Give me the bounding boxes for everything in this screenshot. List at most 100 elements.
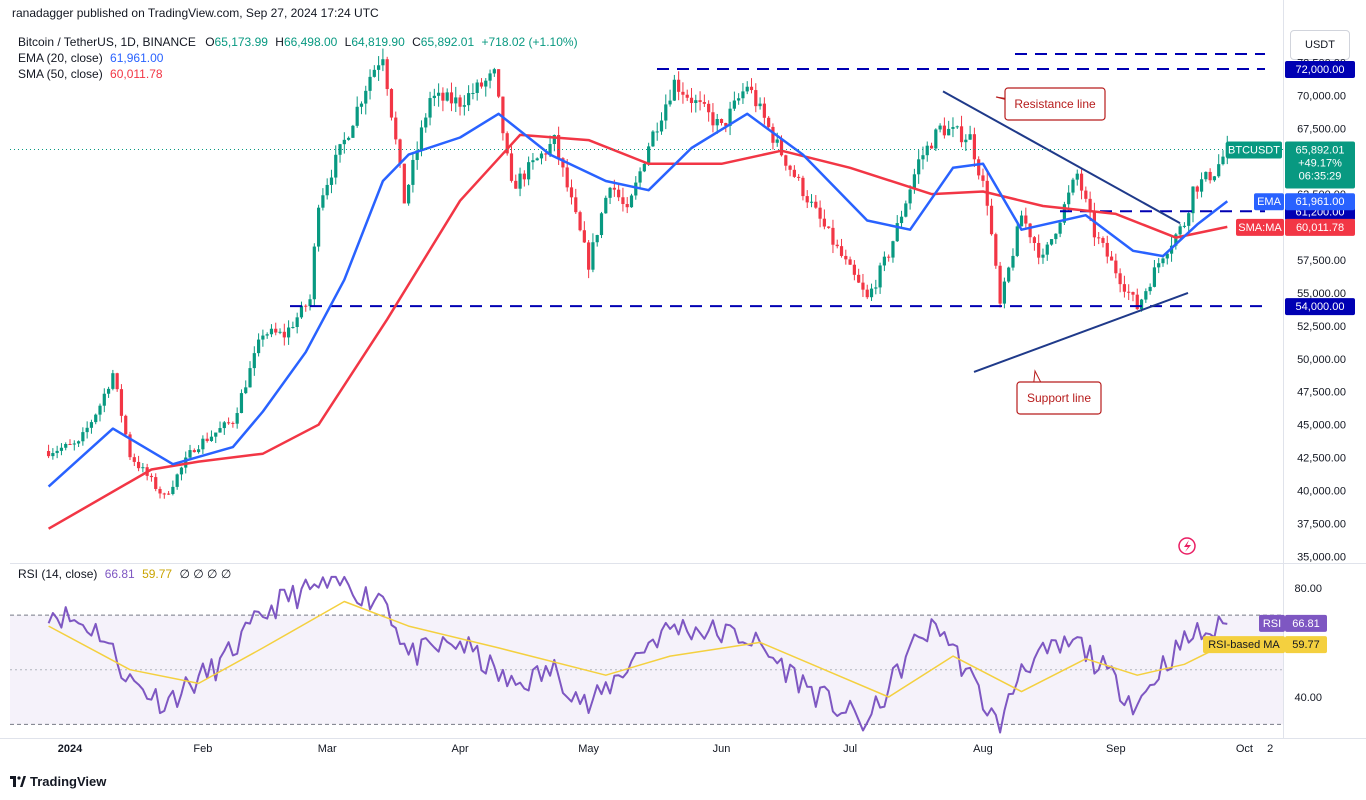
candle [428,91,432,126]
candle-body [788,165,792,170]
candle [59,443,64,456]
candle-body [569,187,574,198]
candle [1212,175,1217,182]
candle [955,125,959,129]
candle [638,167,642,188]
candle-body [111,373,115,389]
candle-body [479,82,484,87]
candle [304,304,308,312]
candle-body [1174,234,1178,246]
tradingview-logo[interactable]: TradingView [10,774,106,789]
ema-badge-text: 61,961.00 [1296,196,1345,208]
candle [179,466,184,481]
candle-body [981,175,985,181]
candle-body [608,187,612,198]
candle-body [539,153,544,159]
resistance-trendline[interactable] [942,90,1181,224]
currency-button[interactable]: USDT [1290,30,1350,60]
candle-body [895,223,899,242]
candle-body [861,282,865,290]
time-tick-label: 2 [1267,743,1273,755]
candle-body [629,195,634,208]
candle [1092,202,1097,246]
candle [788,164,792,177]
candle [904,200,908,218]
candle-body [1182,225,1187,227]
candle [844,249,848,265]
candle-body [1071,179,1075,193]
candle-body [304,305,308,307]
candle-body [647,146,651,164]
candle-body [171,486,175,494]
candle-body [1067,192,1071,205]
candle-body [1199,179,1204,192]
symbol-legend: Bitcoin / TetherUS, 1D, BINANCE O65,173.… [18,35,578,49]
candle-body [1019,215,1024,227]
candle-body [694,100,698,104]
price-tick-label: 42,500.00 [1297,453,1346,465]
bolt-icon[interactable] [1178,537,1196,555]
candle [252,346,256,376]
candle-body [467,93,471,106]
level-badge-54000-text: 54,000.00 [1296,301,1345,313]
candle [1204,171,1208,182]
candle-body [484,80,488,87]
level-badge-72000-text: 72,000.00 [1296,64,1345,76]
candle [1054,233,1058,244]
support-callout[interactable]: Support line [1016,369,1102,415]
candle [664,94,668,130]
candle [771,123,775,150]
candle [959,115,964,148]
candle-body [994,234,998,266]
candle-body [878,265,882,288]
candle-body [389,89,394,118]
price-tick-label: 45,000.00 [1297,420,1346,432]
candle [741,83,745,104]
rsi-extra: ∅ ∅ ∅ ∅ [179,567,232,581]
candle-body [269,328,274,335]
candle-body [239,393,244,414]
candle [1182,222,1187,229]
candle [68,439,72,446]
rsi-value: 66.81 [104,567,135,581]
candle-body [741,91,745,99]
candle [818,200,822,228]
level-badge-72000: 72,000.00 [1285,60,1355,78]
candle-body [291,326,295,328]
candle [402,163,406,204]
candle-body [407,184,411,204]
candle-body [835,244,839,247]
rsi-tick-label: 80.00 [1294,583,1322,595]
candle [1088,191,1092,222]
candle [754,83,758,113]
candle [124,414,128,438]
candle-body [779,139,784,156]
candle [239,389,244,414]
candle [1019,210,1024,227]
candle-body [287,327,291,338]
candle [711,103,715,133]
candle [617,182,621,202]
candle-body [166,493,171,495]
candle-body [201,438,205,450]
candle [672,74,676,101]
candle-body [449,92,454,104]
candle-body [46,451,51,457]
ema-line [47,112,1229,488]
candle-body [154,477,158,489]
support-trendline[interactable] [973,291,1189,373]
candle-body [1054,233,1058,240]
candle-body [136,461,141,469]
candle-body [1062,204,1067,223]
candle-body [565,167,569,188]
candle-body [677,79,681,92]
price-badge: 65,892.01+49.17%06:35:29 [1285,141,1355,189]
price-badge-bg [1285,141,1355,189]
candle [544,151,548,161]
candle-body [822,218,826,227]
candle-body [432,95,436,99]
candle [1208,168,1212,184]
candle-body [989,205,994,235]
resistance-callout[interactable]: Resistance line [995,87,1106,121]
